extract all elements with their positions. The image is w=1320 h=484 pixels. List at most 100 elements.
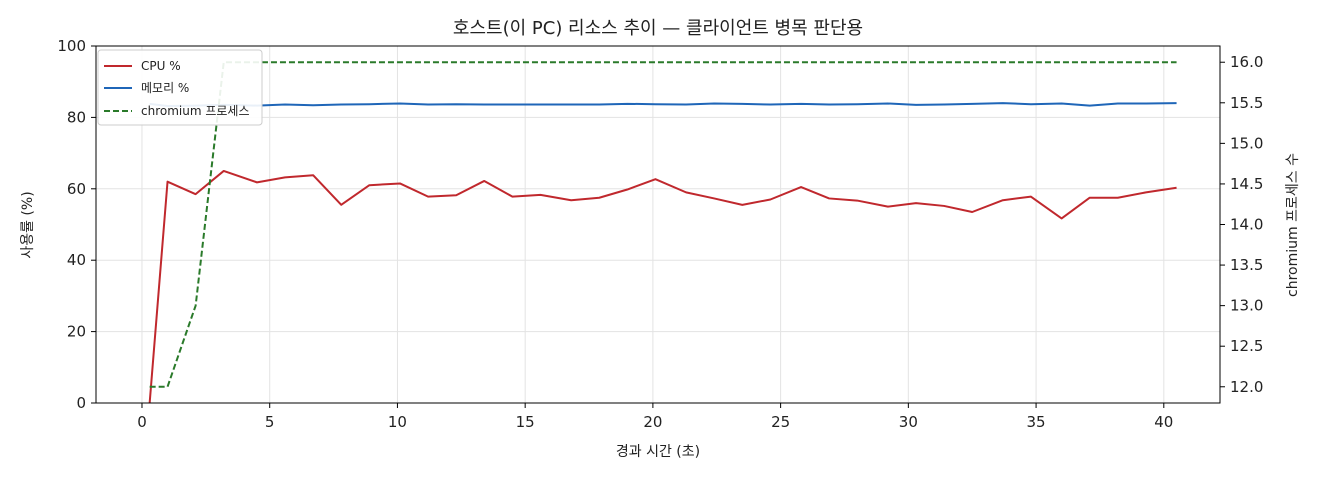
memory-data-point bbox=[685, 104, 687, 106]
cpu-data-point bbox=[195, 193, 197, 195]
cpu-data-point bbox=[626, 189, 628, 191]
chromium-data-point bbox=[856, 61, 858, 63]
x-axis-label: 경과 시간 (초) bbox=[616, 444, 700, 460]
x-tick-label: 20 bbox=[643, 413, 662, 431]
y2-axis-label: chromium 프로세스 수 bbox=[1285, 153, 1301, 297]
chromium-data-point bbox=[455, 61, 457, 63]
y2-tick-label: 15.5 bbox=[1230, 94, 1263, 112]
memory-data-point bbox=[1145, 102, 1147, 104]
cpu-data-point bbox=[685, 191, 687, 193]
legend-chromium-label: chromium 프로세스 bbox=[141, 104, 250, 118]
chromium-series-line bbox=[149, 61, 1177, 388]
chart-title: 호스트(이 PC) 리소스 추이 — 클라이언트 병목 판단용 bbox=[453, 18, 863, 39]
cpu-data-point bbox=[915, 202, 917, 204]
cpu-data-point bbox=[1145, 191, 1147, 193]
chromium-data-point bbox=[511, 61, 513, 63]
memory-data-point bbox=[1089, 105, 1091, 107]
memory-data-point bbox=[856, 103, 858, 105]
cpu-data-point bbox=[1089, 197, 1091, 199]
memory-data-point bbox=[943, 104, 945, 106]
memory-data-point bbox=[800, 103, 802, 105]
chromium-data-point bbox=[195, 305, 197, 307]
chromium-data-point bbox=[971, 61, 973, 63]
chromium-data-point bbox=[167, 386, 169, 388]
memory-data-point bbox=[741, 103, 743, 105]
y2-tick-label: 15.0 bbox=[1230, 134, 1263, 152]
cpu-data-point bbox=[713, 197, 715, 199]
cpu-data-point bbox=[340, 204, 342, 206]
x-tick-label: 40 bbox=[1154, 413, 1173, 431]
chromium-data-point bbox=[828, 61, 830, 63]
x-tick-label: 0 bbox=[137, 413, 147, 431]
cpu-data-point bbox=[654, 178, 656, 180]
y-tick-label: 60 bbox=[67, 180, 86, 198]
chromium-data-point bbox=[685, 61, 687, 63]
chromium-data-point bbox=[713, 61, 715, 63]
cpu-data-point bbox=[943, 205, 945, 207]
memory-series-line bbox=[149, 102, 1177, 107]
chromium-data-point bbox=[149, 386, 151, 388]
cpu-data-point bbox=[570, 199, 572, 201]
memory-data-point bbox=[427, 104, 429, 106]
y-tick-label: 0 bbox=[76, 394, 86, 412]
y2-tick-label: 14.5 bbox=[1230, 175, 1263, 193]
chromium-data-point bbox=[1002, 61, 1004, 63]
chromium-data-point bbox=[399, 61, 401, 63]
memory-data-point bbox=[713, 102, 715, 104]
x-tick-label: 25 bbox=[771, 413, 790, 431]
memory-data-point bbox=[284, 104, 286, 106]
legend: CPU % 메모리 % chromium 프로세스 bbox=[97, 49, 263, 126]
memory-data-point bbox=[915, 104, 917, 106]
chromium-data-point bbox=[368, 61, 370, 63]
memory-data-point bbox=[399, 102, 401, 104]
cpu-data-point bbox=[223, 170, 225, 172]
y-tick-label: 20 bbox=[67, 323, 86, 341]
chromium-data-point bbox=[626, 61, 628, 63]
legend-box bbox=[97, 49, 263, 126]
y2-tick-label: 16.0 bbox=[1230, 53, 1263, 71]
chromium-data-point bbox=[1176, 61, 1178, 63]
cpu-data-point bbox=[427, 196, 429, 198]
legend-memory-label: 메모리 % bbox=[141, 81, 189, 95]
y2-tick-label: 12.0 bbox=[1230, 378, 1263, 396]
series-lines bbox=[148, 61, 1178, 404]
cpu-data-point bbox=[856, 200, 858, 202]
cpu-data-point bbox=[741, 204, 743, 206]
memory-data-point bbox=[1117, 102, 1119, 104]
y-axis-ticks: 0 20 40 60 80 100 bbox=[57, 37, 96, 412]
x-tick-label: 15 bbox=[516, 413, 535, 431]
y2-tick-label: 14.0 bbox=[1230, 216, 1263, 234]
chromium-data-point bbox=[570, 61, 572, 63]
memory-data-point bbox=[455, 103, 457, 105]
x-tick-label: 35 bbox=[1027, 413, 1046, 431]
chromium-data-point bbox=[887, 61, 889, 63]
y-axis-label: 사용률 (%) bbox=[20, 191, 36, 258]
memory-data-point bbox=[570, 104, 572, 106]
cpu-data-point bbox=[1030, 196, 1032, 198]
memory-data-point bbox=[368, 103, 370, 105]
chromium-data-point bbox=[1117, 61, 1119, 63]
cpu-data-point bbox=[284, 176, 286, 178]
chromium-data-point bbox=[1061, 61, 1063, 63]
cpu-series-line bbox=[148, 169, 1177, 404]
cpu-data-point bbox=[1117, 197, 1119, 199]
memory-data-point bbox=[1176, 102, 1178, 104]
chromium-data-point bbox=[340, 61, 342, 63]
memory-data-point bbox=[483, 104, 485, 106]
memory-data-point bbox=[828, 104, 830, 106]
cpu-data-point bbox=[828, 197, 830, 199]
cpu-data-point bbox=[167, 181, 169, 183]
cpu-data-point bbox=[483, 180, 485, 182]
chromium-data-point bbox=[427, 61, 429, 63]
cpu-data-point bbox=[971, 211, 973, 213]
cpu-data-point bbox=[511, 196, 513, 198]
chromium-data-point bbox=[741, 61, 743, 63]
legend-cpu-label: CPU % bbox=[141, 59, 181, 73]
chromium-data-point bbox=[915, 61, 917, 63]
cpu-data-point bbox=[800, 186, 802, 188]
cpu-data-point bbox=[1002, 199, 1004, 201]
memory-data-point bbox=[1030, 103, 1032, 105]
cpu-data-point bbox=[539, 194, 541, 196]
